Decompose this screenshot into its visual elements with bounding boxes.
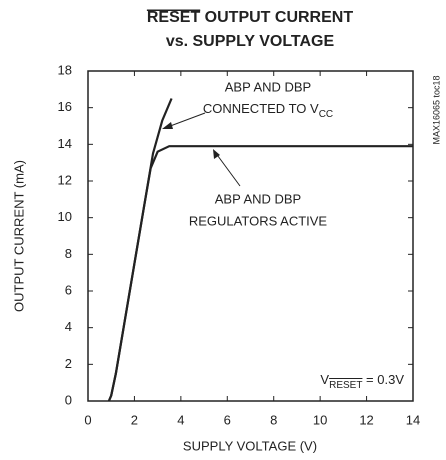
y-tick-label: 0 <box>65 392 72 407</box>
chart-title: RESET OUTPUT CURRENT <box>147 9 353 26</box>
annotation-sub: CC <box>319 109 333 120</box>
x-tick-label: 12 <box>359 412 373 427</box>
annotation: REGULATORS ACTIVE <box>189 213 328 228</box>
arrow-head <box>162 122 173 129</box>
x-tick-label: 2 <box>131 412 138 427</box>
annotation: ABP AND DBP <box>225 79 311 94</box>
x-tick-label: 0 <box>84 412 91 427</box>
annotation: ABP AND DBP <box>215 191 301 206</box>
side-note: MAX16065 toc18 <box>431 75 441 144</box>
data-line <box>107 145 413 402</box>
arrow <box>214 151 241 187</box>
x-tick-label: 10 <box>313 412 327 427</box>
y-tick-label: 12 <box>58 172 72 187</box>
annotation-text: V <box>320 372 329 387</box>
y-tick-label: 8 <box>65 246 72 261</box>
x-tick-label: 4 <box>177 412 184 427</box>
arrow-head <box>213 149 220 159</box>
chart-title: vs. SUPPLY VOLTAGE <box>166 33 335 50</box>
y-tick-label: 2 <box>65 356 72 371</box>
x-tick-label: 14 <box>406 412 420 427</box>
annotation-sub: RESET <box>329 380 362 391</box>
y-tick-label: 6 <box>65 282 72 297</box>
y-tick-label: 14 <box>58 136 72 151</box>
annotation-text: CONNECTED TO V <box>203 101 319 116</box>
x-tick-label: 6 <box>224 412 231 427</box>
x-tick-label: 8 <box>270 412 277 427</box>
annotation: CONNECTED TO VCC <box>203 101 333 119</box>
annotation-text: = 0.3V <box>362 372 404 387</box>
y-tick-label: 10 <box>58 209 72 224</box>
y-axis-label: OUTPUT CURRENT (mA) <box>11 160 26 312</box>
y-tick-label: 18 <box>58 62 72 77</box>
x-axis-label: SUPPLY VOLTAGE (V) <box>183 438 317 453</box>
annotation: VRESET = 0.3V <box>320 372 404 390</box>
plot-frame <box>87 70 414 402</box>
y-tick-label: 4 <box>65 319 72 334</box>
y-tick-label: 16 <box>58 99 72 114</box>
